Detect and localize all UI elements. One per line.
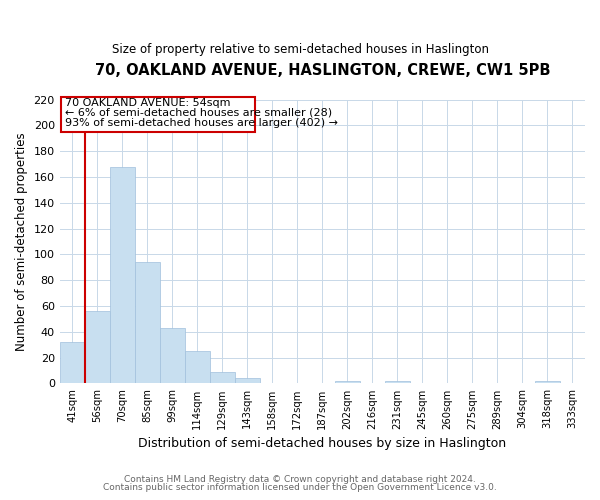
Bar (59, 342, 85, 384)
Text: Contains public sector information licensed under the Open Government Licence v3: Contains public sector information licen… (103, 484, 497, 492)
Text: Contains HM Land Registry data © Crown copyright and database right 2024.: Contains HM Land Registry data © Crown c… (124, 474, 476, 484)
Title: 70, OAKLAND AVENUE, HASLINGTON, CREWE, CW1 5PB: 70, OAKLAND AVENUE, HASLINGTON, CREWE, C… (95, 62, 550, 78)
Text: Size of property relative to semi-detached houses in Haslington: Size of property relative to semi-detach… (112, 42, 488, 56)
Bar (185, 351, 210, 384)
Bar (85, 311, 110, 384)
Text: 70 OAKLAND AVENUE: 54sqm: 70 OAKLAND AVENUE: 54sqm (65, 98, 230, 108)
Y-axis label: Number of semi-detached properties: Number of semi-detached properties (15, 132, 28, 351)
Bar (110, 166, 135, 384)
FancyBboxPatch shape (61, 97, 255, 132)
X-axis label: Distribution of semi-detached houses by size in Haslington: Distribution of semi-detached houses by … (138, 437, 506, 450)
Bar (160, 328, 185, 384)
Text: ← 6% of semi-detached houses are smaller (28): ← 6% of semi-detached houses are smaller… (65, 108, 332, 118)
Bar (535, 381, 560, 384)
Text: 93% of semi-detached houses are larger (402) →: 93% of semi-detached houses are larger (… (65, 118, 338, 128)
Bar (135, 262, 160, 384)
Bar (210, 372, 235, 384)
Bar (235, 378, 260, 384)
Bar (385, 381, 410, 384)
Bar (335, 381, 360, 384)
